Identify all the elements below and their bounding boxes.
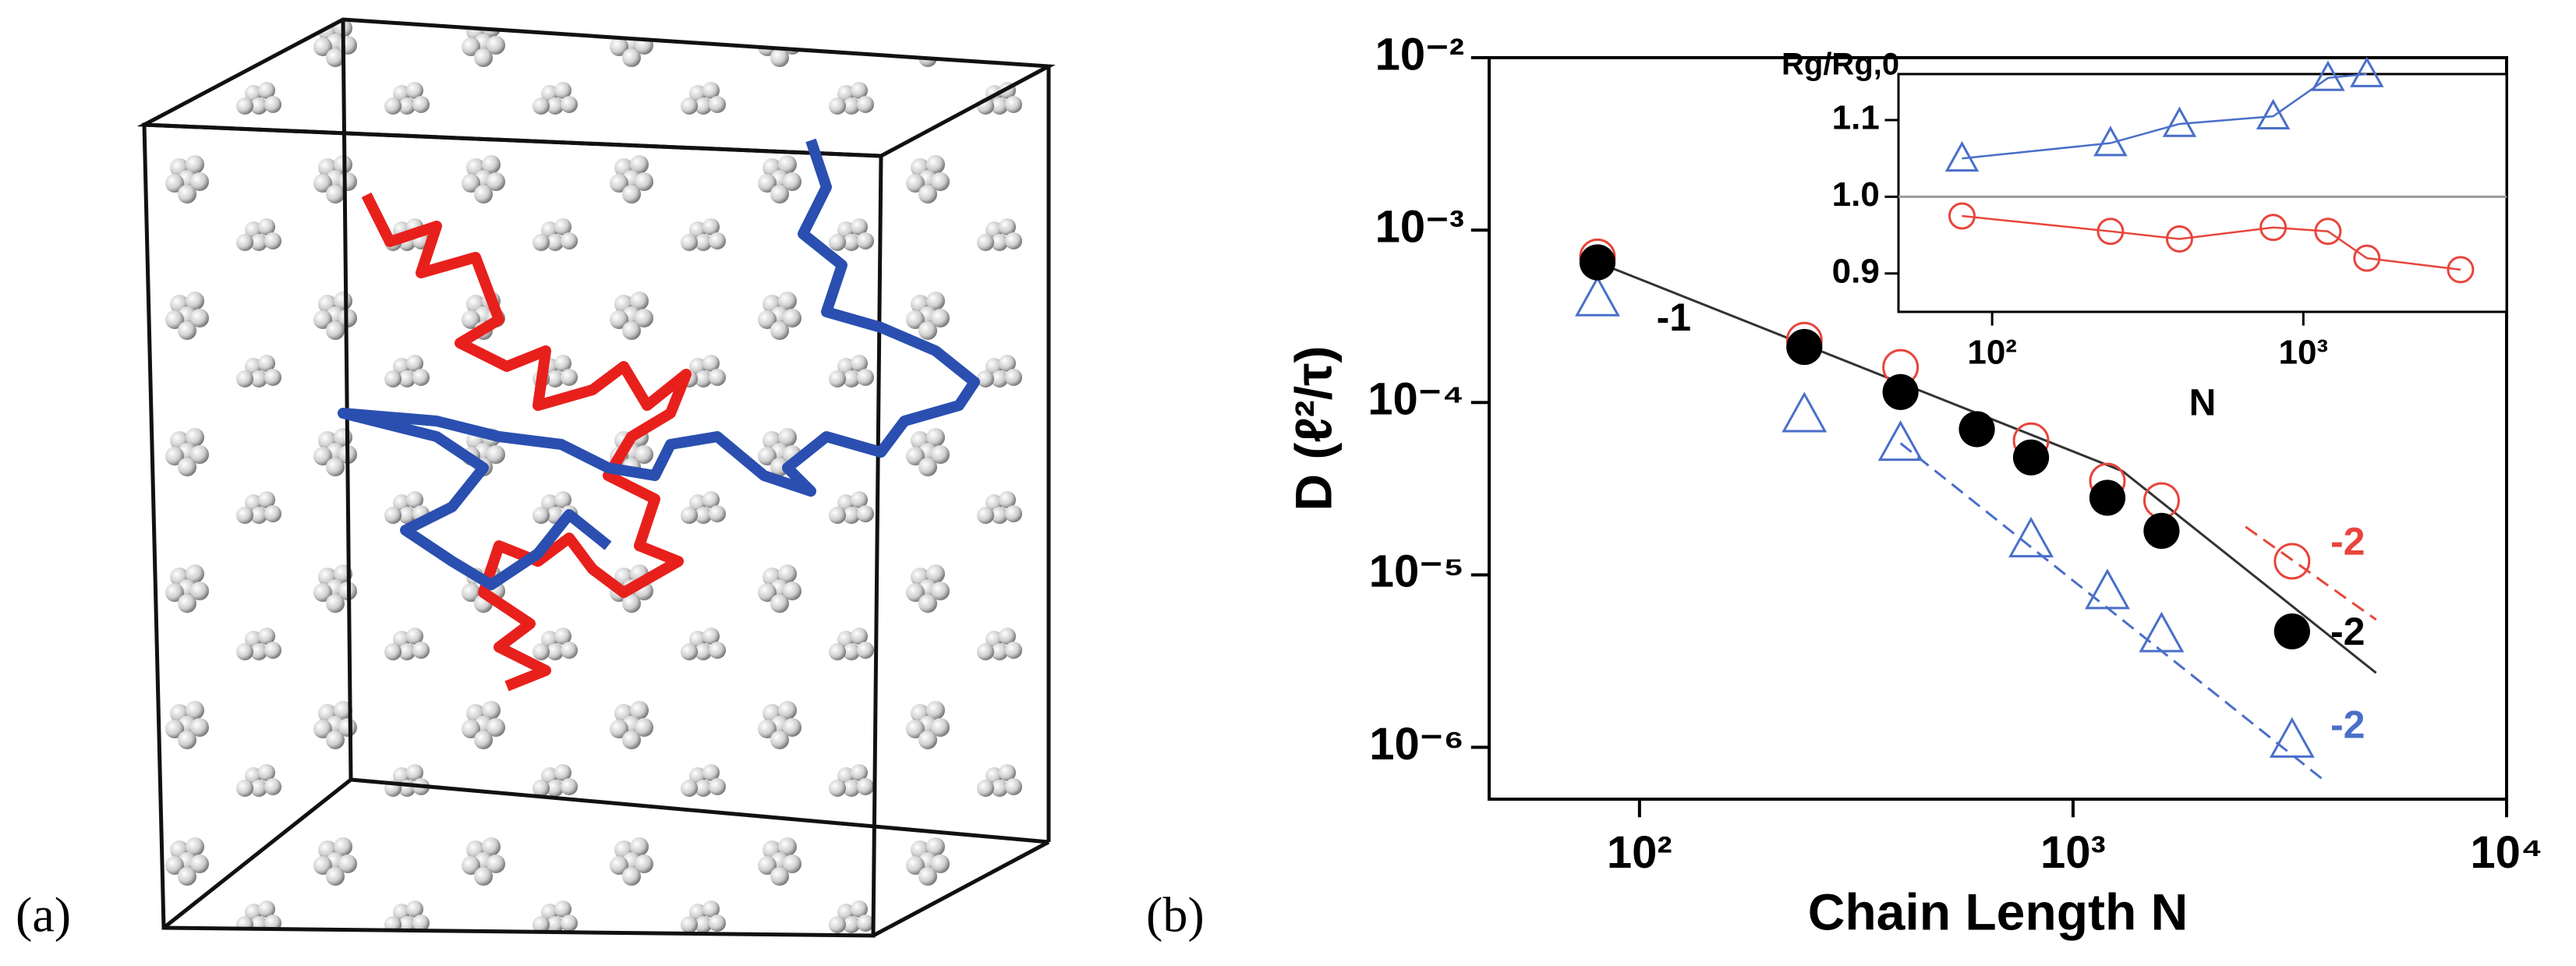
point — [2273, 613, 2310, 649]
point — [2143, 512, 2180, 549]
x-axis-label: N — [2189, 383, 2217, 424]
x-tick-label: 10³ — [2040, 827, 2106, 878]
point — [2311, 60, 2345, 91]
line — [1962, 214, 2461, 271]
red-chain — [361, 192, 692, 692]
x-tick-label: 10² — [1967, 334, 2017, 372]
point — [1782, 391, 1828, 433]
point — [2162, 106, 2197, 137]
annotation: -2 — [2330, 610, 2365, 653]
x-tick-label: 10⁴ — [2470, 827, 2542, 878]
y-tick-label: 1.0 — [1832, 175, 1880, 214]
x-tick-label: 10³ — [2278, 334, 2328, 372]
y-tick-label: 10⁻³ — [1375, 201, 1464, 252]
panel-label: (a) — [16, 887, 71, 943]
plot-frame — [1897, 73, 2508, 313]
point — [1575, 275, 1620, 317]
annotation: -1 — [1657, 295, 1691, 339]
point — [2012, 439, 2050, 476]
point — [2273, 543, 2311, 580]
point — [2008, 516, 2054, 557]
annotation: -2 — [2330, 520, 2365, 564]
point — [2165, 225, 2193, 253]
simulation-snapshot — [136, 17, 1056, 938]
simulation-box — [136, 17, 1056, 938]
point — [1944, 140, 1980, 172]
x-axis-label: Chain Length N — [1808, 883, 2189, 940]
point — [1882, 373, 1919, 410]
y-tick-label: 10⁻⁶ — [1369, 719, 1464, 770]
point — [2143, 482, 2180, 519]
nanoparticles — [144, 19, 1049, 936]
y-tick-label: 0.9 — [1832, 252, 1880, 290]
line — [2245, 525, 2377, 621]
point — [1948, 202, 1976, 230]
y-axis-label: Rg/Rg,0 — [1782, 48, 1899, 82]
point — [2353, 244, 2381, 272]
point — [2256, 98, 2291, 129]
y-tick-label: 1.1 — [1832, 99, 1880, 137]
point — [1786, 328, 1823, 366]
point — [2269, 717, 2315, 758]
point — [2259, 214, 2288, 242]
point — [2350, 56, 2384, 87]
point — [2139, 611, 2185, 653]
annotation: -2 — [2330, 702, 2365, 746]
x-tick-label: 10² — [1607, 827, 1672, 878]
point — [2097, 218, 2125, 246]
point — [2093, 126, 2128, 157]
line — [1899, 442, 2326, 782]
point — [2314, 218, 2342, 246]
line — [1597, 261, 2377, 674]
point — [2085, 568, 2130, 610]
y-tick-label: 10⁻⁵ — [1369, 547, 1464, 597]
y-axis-label: D (ℓ²/τ) — [1284, 346, 1342, 511]
point — [2447, 256, 2475, 284]
point — [1877, 420, 1923, 462]
point — [2089, 479, 2126, 516]
y-tick-label: 10⁻⁴ — [1368, 374, 1464, 425]
panel-label: (b) — [1146, 887, 1205, 943]
point — [1959, 411, 1995, 448]
y-tick-label: 10⁻² — [1375, 29, 1464, 80]
plot-frame — [1488, 56, 2508, 801]
blue-chain — [338, 138, 980, 590]
line — [1962, 73, 2367, 160]
point — [1579, 244, 1616, 281]
